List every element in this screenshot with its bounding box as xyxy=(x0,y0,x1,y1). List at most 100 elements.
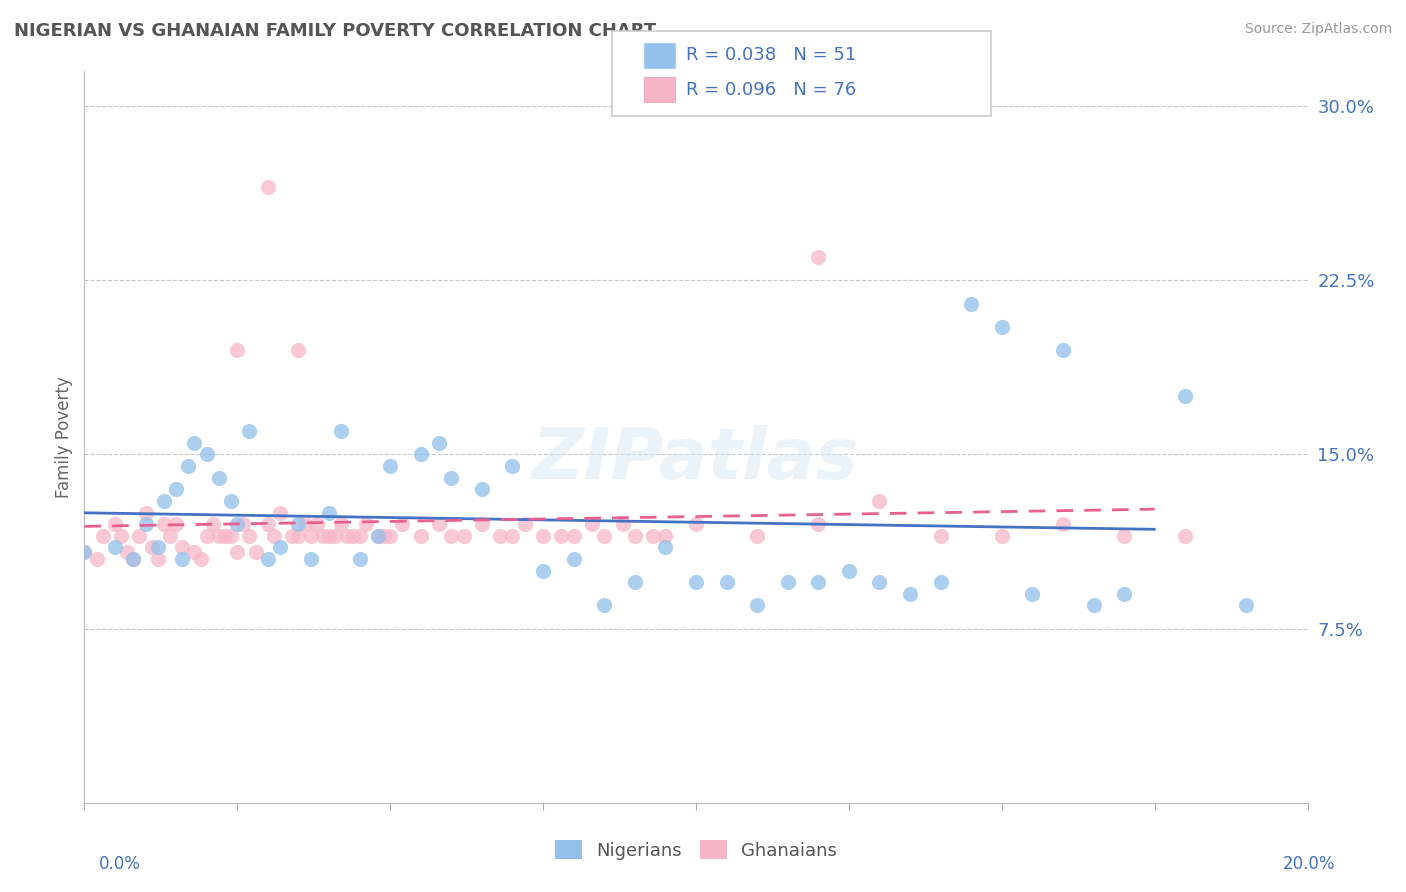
Point xyxy=(550,529,572,543)
Point xyxy=(349,552,371,566)
Point xyxy=(502,529,524,543)
Point xyxy=(593,529,616,543)
Point xyxy=(146,541,169,555)
Point xyxy=(219,494,242,508)
Point xyxy=(257,180,280,194)
Point xyxy=(960,296,983,310)
Point xyxy=(104,541,127,555)
Point xyxy=(141,541,163,555)
Legend: Nigerians, Ghanaians: Nigerians, Ghanaians xyxy=(547,833,845,867)
Point xyxy=(318,529,340,543)
Point xyxy=(330,424,353,438)
Point xyxy=(165,517,187,532)
Point xyxy=(373,529,395,543)
Point xyxy=(685,575,707,590)
Point xyxy=(513,517,536,532)
Point xyxy=(305,517,328,532)
Point xyxy=(135,506,157,520)
Point xyxy=(807,517,830,532)
Point xyxy=(409,448,432,462)
Point xyxy=(807,575,830,590)
Point xyxy=(153,494,176,508)
Point xyxy=(991,529,1014,543)
Point xyxy=(257,517,280,532)
Point xyxy=(115,545,138,559)
Point xyxy=(226,343,249,357)
Point xyxy=(1021,587,1043,601)
Point xyxy=(807,250,830,264)
Point xyxy=(165,483,187,497)
Point xyxy=(287,529,309,543)
Point xyxy=(299,552,322,566)
Point xyxy=(122,552,145,566)
Point xyxy=(172,541,194,555)
Point xyxy=(177,459,200,474)
Point xyxy=(342,529,364,543)
Point xyxy=(183,436,205,450)
Point xyxy=(747,529,769,543)
Point xyxy=(1083,599,1105,613)
Point xyxy=(214,529,236,543)
Y-axis label: Family Poverty: Family Poverty xyxy=(55,376,73,498)
Point xyxy=(195,529,218,543)
Point xyxy=(269,541,291,555)
Point xyxy=(1052,517,1074,532)
Point xyxy=(312,529,335,543)
Point xyxy=(318,506,340,520)
Point xyxy=(245,545,267,559)
Point xyxy=(201,517,224,532)
Point xyxy=(440,529,463,543)
Point xyxy=(929,529,952,543)
Point xyxy=(336,529,359,543)
Point xyxy=(226,545,249,559)
Point xyxy=(391,517,413,532)
Point xyxy=(299,529,322,543)
Point xyxy=(654,529,676,543)
Point xyxy=(183,545,205,559)
Point xyxy=(716,575,738,590)
Point xyxy=(1114,587,1136,601)
Point xyxy=(159,529,181,543)
Point xyxy=(624,575,647,590)
Point xyxy=(471,517,494,532)
Point xyxy=(330,517,353,532)
Point xyxy=(427,517,450,532)
Point xyxy=(1052,343,1074,357)
Point xyxy=(208,471,231,485)
Point xyxy=(110,529,132,543)
Point xyxy=(367,529,389,543)
Point xyxy=(869,575,891,590)
Point xyxy=(323,529,346,543)
Point xyxy=(238,529,260,543)
Point xyxy=(190,552,212,566)
Point xyxy=(531,529,554,543)
Point xyxy=(238,424,260,438)
Point xyxy=(135,517,157,532)
Point xyxy=(562,529,585,543)
Point xyxy=(269,506,291,520)
Text: ZIPatlas: ZIPatlas xyxy=(533,425,859,493)
Point xyxy=(869,494,891,508)
Point xyxy=(471,483,494,497)
Point xyxy=(380,459,402,474)
Point xyxy=(122,552,145,566)
Point xyxy=(838,564,860,578)
Point xyxy=(502,459,524,474)
Text: 20.0%: 20.0% xyxy=(1284,855,1336,872)
Point xyxy=(654,541,676,555)
Point xyxy=(380,529,402,543)
Text: NIGERIAN VS GHANAIAN FAMILY POVERTY CORRELATION CHART: NIGERIAN VS GHANAIAN FAMILY POVERTY CORR… xyxy=(14,22,657,40)
Point xyxy=(453,529,475,543)
Point xyxy=(208,529,231,543)
Point xyxy=(593,599,616,613)
Point xyxy=(219,529,242,543)
Point xyxy=(257,552,280,566)
Point xyxy=(643,529,665,543)
Point xyxy=(898,587,921,601)
Point xyxy=(427,436,450,450)
Point xyxy=(1236,599,1258,613)
Point xyxy=(128,529,150,543)
Point xyxy=(1114,529,1136,543)
Point xyxy=(263,529,285,543)
Point xyxy=(232,517,254,532)
